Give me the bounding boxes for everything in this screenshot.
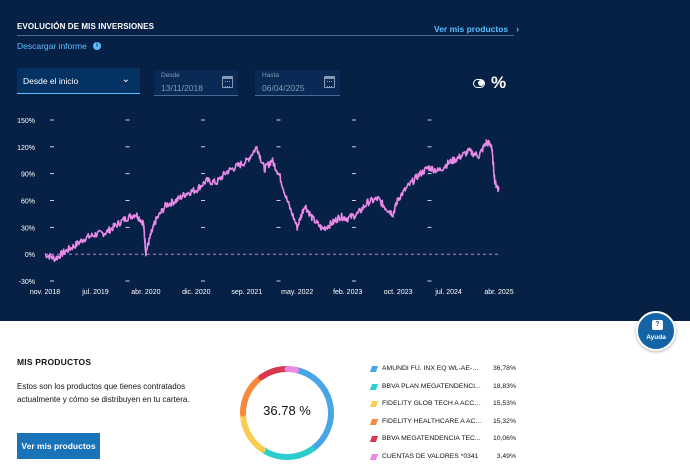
x-tick-label: sep. 2021: [231, 289, 262, 296]
y-tick-label: 30%: [21, 225, 35, 232]
help-button[interactable]: ? Ayuda: [636, 311, 676, 351]
legend-value: 10,06%: [493, 435, 516, 442]
legend-item: BBVA MEGATENDENCIA TEC... 10,06%: [371, 433, 516, 451]
date-to-label: Hasta: [262, 72, 279, 79]
legend-swatch: [370, 366, 378, 372]
legend-item: AMUNDI FU. INX EQ WL-AE-C ... 36,78%: [371, 363, 516, 381]
legend-swatch: [370, 419, 378, 425]
legend-item: CUENTAS DE VALORES *0341 3,49%: [371, 451, 516, 468]
legend-value: 15,53%: [493, 400, 516, 407]
donut-slice: [264, 449, 312, 457]
products-legend: AMUNDI FU. INX EQ WL-AE-C ... 36,78% BBVA …: [371, 363, 516, 468]
legend-item: FIDELITY GLOB TECH A ACC L... 15,53%: [371, 398, 516, 416]
date-from-field[interactable]: Desde 13/11/2018: [154, 70, 238, 96]
x-tick-label: may. 2022: [281, 289, 313, 296]
legend-swatch: [370, 436, 378, 442]
legend-value: 3,49%: [497, 453, 516, 460]
calendar-icon[interactable]: [222, 76, 233, 88]
y-tick-label: 0%: [25, 252, 35, 259]
view-products-label: Ver mis productos: [434, 24, 508, 34]
legend-value: 36,78%: [493, 365, 516, 372]
legend-label: FIDELITY HEALTHCARE A AC...: [382, 418, 482, 425]
y-tick-label: 150%: [17, 118, 35, 125]
help-icon: ?: [652, 320, 663, 330]
x-tick-label: feb. 2023: [333, 289, 362, 296]
legend-label: BBVA MEGATENDENCIA TEC...: [382, 435, 482, 442]
y-tick-label: 120%: [17, 145, 35, 152]
legend-item: BBVA PLAN MEGATENDENCI... 18,83%: [371, 381, 516, 399]
date-from-label: Desde: [161, 72, 180, 79]
percent-icon[interactable]: %: [491, 73, 506, 93]
legend-swatch: [370, 454, 378, 460]
divider: [17, 35, 514, 36]
legend-label: CUENTAS DE VALORES *0341: [382, 453, 482, 460]
legend-swatch: [370, 401, 378, 407]
period-select[interactable]: Desde el inicio ⌄: [17, 68, 140, 94]
date-from-value: 13/11/2018: [161, 83, 203, 93]
donut-slice: [261, 369, 286, 377]
legend-label: AMUNDI FU. INX EQ WL-AE-C ...: [382, 365, 482, 372]
evolution-chart: -30% 0% 30% 60% 90% 120% 150% nov. 2018 jul. 201…: [0, 108, 540, 298]
download-report-link[interactable]: Descargar informe i: [17, 41, 101, 51]
x-tick-label: dic. 2020: [182, 289, 211, 296]
x-tick-label: jul. 2019: [81, 289, 109, 296]
toggle-amount-icon[interactable]: [473, 79, 485, 88]
legend-label: BBVA PLAN MEGATENDENCI...: [382, 383, 482, 390]
x-tick-label: oct. 2023: [384, 289, 413, 296]
donut-slice: [243, 415, 263, 450]
products-description: Estos son los productos que tienes contr…: [17, 380, 227, 406]
y-tick-label: -30%: [19, 279, 35, 286]
y-tick-label: 60%: [21, 199, 35, 206]
legend-value: 18,83%: [493, 383, 516, 390]
x-tick-label: nov. 2018: [30, 289, 60, 296]
date-to-field[interactable]: Hasta 06/04/2025: [255, 70, 340, 96]
view-products-link[interactable]: Ver mis productos ›: [434, 24, 519, 34]
view-products-button[interactable]: Ver mis productos: [17, 433, 100, 459]
section-title: EVOLUCIÓN DE MIS INVERSIONES: [17, 22, 154, 31]
legend-swatch: [370, 384, 378, 390]
calendar-icon[interactable]: [324, 76, 335, 88]
x-tick-label: abr. 2020: [131, 289, 160, 296]
download-report-label: Descargar informe: [17, 41, 87, 51]
chevron-right-icon: ›: [516, 24, 519, 34]
info-icon[interactable]: i: [93, 42, 101, 50]
date-to-value: 06/04/2025: [262, 83, 305, 93]
legend-value: 15,32%: [493, 418, 516, 425]
chevron-down-icon: ⌄: [122, 74, 130, 85]
x-tick-label: abr. 2025: [484, 289, 513, 296]
donut-center-value: 36.78 %: [237, 403, 337, 418]
y-tick-label: 90%: [21, 172, 35, 179]
help-label: Ayuda: [638, 334, 674, 341]
legend-label: FIDELITY GLOB TECH A ACC L...: [382, 400, 482, 407]
legend-item: FIDELITY HEALTHCARE A AC... 15,32%: [371, 416, 516, 434]
x-tick-label: jul. 2024: [434, 289, 462, 296]
period-select-value: Desde el inicio: [23, 76, 78, 86]
investment-evolution-panel: EVOLUCIÓN DE MIS INVERSIONES Ver mis pro…: [0, 0, 690, 321]
donut-slice: [287, 369, 296, 370]
products-title: MIS PRODUCTOS: [17, 357, 91, 367]
